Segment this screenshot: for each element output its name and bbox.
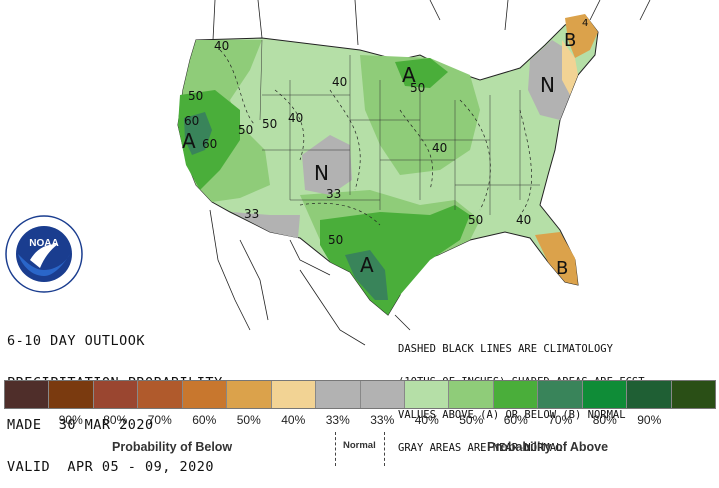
label-B-maine: B <box>564 30 576 51</box>
contour-50-nv2: 50 <box>262 117 277 131</box>
zone-below-florida <box>535 232 578 285</box>
contour-33-ks: 33 <box>326 187 341 201</box>
mexico-border-lines <box>209 209 411 346</box>
contour-33-az: 33 <box>244 207 259 221</box>
climatology-contours <box>219 49 532 226</box>
scale-tick-label: 50% <box>236 413 261 427</box>
zone-60-texas <box>345 250 388 300</box>
scale-tick-label: 90% <box>637 413 662 427</box>
scale-swatch <box>49 381 94 408</box>
contour-60-ca: 60 <box>184 114 199 128</box>
probability-color-scale <box>4 380 716 409</box>
noaa-logo-text: NOAA <box>29 238 58 249</box>
normal-separator-left <box>335 432 336 466</box>
legend-note-line-4: GRAY AREAS ARE NEAR-NORMAL <box>398 442 563 454</box>
legend-note-line-3: VALUES ABOVE (A) OR BELOW (B) NORMAL <box>398 409 626 421</box>
scale-swatch <box>404 381 450 408</box>
canada-border-lines <box>212 0 651 46</box>
contour-50-wa: 50 <box>188 89 203 103</box>
scale-tick-label: 70% <box>548 413 573 427</box>
contour-4-me: 4 <box>582 18 588 29</box>
scale-swatch <box>671 381 715 408</box>
probability-above-caption: Probability of Above <box>487 440 609 454</box>
outlook-made-date: MADE 30 MAR 2020 <box>7 417 154 433</box>
scale-tick-label: 80% <box>103 413 128 427</box>
zone-50-north <box>395 58 448 88</box>
zone-60-california <box>184 112 212 155</box>
scale-swatch <box>5 381 50 408</box>
scale-swatch <box>227 381 272 408</box>
label-N-central: N <box>314 161 329 185</box>
scale-tick-label: 40% <box>281 413 306 427</box>
scale-swatch <box>449 381 494 408</box>
contour-40-ut: 40 <box>288 111 303 125</box>
scale-tick-label: 80% <box>592 413 617 427</box>
zone-normal-east <box>528 40 572 120</box>
scale-tick-label: 70% <box>147 413 172 427</box>
label-A-texas: A <box>360 253 374 277</box>
scale-swatch <box>582 381 628 408</box>
label-A-north: A <box>402 63 416 87</box>
label-A-west: A <box>182 129 196 153</box>
scale-swatch <box>182 381 228 408</box>
scale-tick-label: 33% <box>325 413 350 427</box>
contour-50-nv: 50 <box>238 123 253 137</box>
scale-swatch <box>493 381 539 408</box>
scale-swatch <box>360 381 405 408</box>
normal-separator-right <box>384 432 385 466</box>
probability-normal-caption: Normal <box>343 440 376 451</box>
scale-swatch <box>538 381 583 408</box>
legend-note-line-1: DASHED BLACK LINES ARE CLIMATOLOGY <box>398 343 613 355</box>
label-B-florida: B <box>556 258 568 279</box>
zone-below-maine-edge <box>562 40 578 95</box>
scale-swatch <box>271 381 317 408</box>
contour-50-tx: 50 <box>328 233 343 247</box>
probability-tick-labels: 90% 80% 70% 60% 50% 40% 33% 33% 40% 50% 60% 70% 80% 9… <box>4 413 716 427</box>
outlook-valid-dates: VALID APR 05 - 09, 2020 <box>7 459 215 475</box>
state-boundaries <box>259 39 540 215</box>
contour-50-ga: 50 <box>468 213 483 227</box>
contour-40-oh: 40 <box>432 141 447 155</box>
zone-50-texas <box>320 205 470 315</box>
scale-swatch <box>627 381 672 408</box>
contour-50-mi: 50 <box>410 81 425 95</box>
scale-swatch <box>316 381 361 408</box>
contour-40-fl: 40 <box>516 213 531 227</box>
scale-swatch <box>138 381 183 408</box>
scale-tick-label: 33% <box>370 413 395 427</box>
zone-normal-southwest <box>232 212 300 238</box>
scale-tick-label: 60% <box>192 413 217 427</box>
noaa-logo: NOAA <box>5 215 83 293</box>
scale-tick-label: 60% <box>503 413 528 427</box>
label-N-east: N <box>540 73 555 97</box>
scale-tick-spacer <box>4 413 49 427</box>
scale-tick-label: 50% <box>459 413 484 427</box>
scale-swatch <box>93 381 139 408</box>
zone-50-west <box>178 90 240 190</box>
contour-40-nw: 40 <box>214 39 229 53</box>
scale-tick-spacer <box>672 413 717 427</box>
us-precipitation-map: A A A N N B B 40 50 60 60 50 50 40 40 50… <box>177 0 651 346</box>
contour-60-ca2: 60 <box>202 137 217 151</box>
scale-tick-label: 90% <box>58 413 83 427</box>
outlook-title: 6-10 DAY OUTLOOK <box>7 333 146 349</box>
zone-below-maine <box>565 14 598 58</box>
scale-tick-label: 40% <box>414 413 439 427</box>
contour-40-nd: 40 <box>332 75 347 89</box>
probability-below-caption: Probability of Below <box>112 440 233 454</box>
